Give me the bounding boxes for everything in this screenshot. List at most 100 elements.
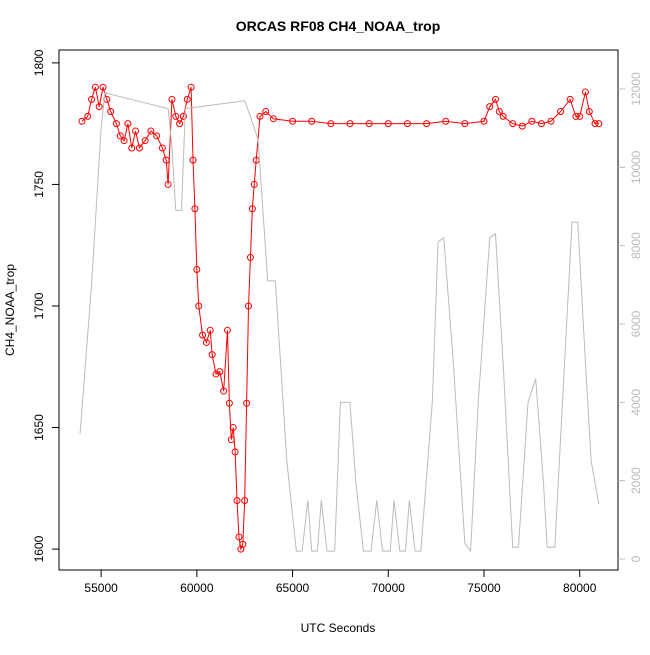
data-point bbox=[289, 117, 297, 125]
data-point bbox=[227, 436, 235, 444]
data-point bbox=[480, 117, 488, 125]
data-point bbox=[262, 108, 270, 116]
y2-tick-label: 4000 bbox=[629, 389, 643, 416]
data-point bbox=[223, 326, 231, 334]
data-point bbox=[116, 132, 124, 140]
data-point bbox=[189, 156, 197, 164]
data-point bbox=[124, 120, 132, 128]
x-tick-label: 60000 bbox=[180, 581, 214, 595]
data-point bbox=[88, 95, 96, 103]
data-point bbox=[208, 351, 216, 359]
y-tick-label: 1650 bbox=[32, 414, 46, 441]
x-axis-label: UTC Seconds bbox=[301, 621, 376, 635]
data-point bbox=[245, 302, 253, 310]
data-point bbox=[95, 103, 103, 111]
data-point bbox=[162, 156, 170, 164]
data-point bbox=[187, 83, 195, 91]
data-point bbox=[179, 112, 187, 120]
data-point bbox=[206, 326, 214, 334]
y-axis-label: CH4_NOAA_trop bbox=[3, 264, 17, 356]
data-point bbox=[256, 112, 264, 120]
data-point bbox=[153, 132, 161, 140]
data-point bbox=[107, 108, 115, 116]
data-point bbox=[572, 112, 580, 120]
data-point bbox=[591, 120, 599, 128]
data-point bbox=[346, 120, 354, 128]
data-point bbox=[229, 424, 237, 432]
data-point bbox=[403, 120, 411, 128]
data-point bbox=[509, 120, 517, 128]
data-point bbox=[537, 120, 545, 128]
data-point bbox=[491, 95, 499, 103]
y-tick-label: 1750 bbox=[32, 171, 46, 198]
data-point bbox=[147, 127, 155, 135]
data-point bbox=[585, 108, 593, 116]
data-point bbox=[566, 95, 574, 103]
data-point bbox=[158, 144, 166, 152]
data-point bbox=[241, 496, 249, 504]
data-point bbox=[91, 83, 99, 91]
data-point bbox=[176, 120, 184, 128]
data-point bbox=[486, 103, 494, 111]
data-point bbox=[120, 137, 128, 145]
data-point bbox=[235, 533, 243, 541]
data-point bbox=[225, 399, 233, 407]
data-point bbox=[168, 95, 176, 103]
data-point bbox=[132, 127, 140, 135]
series-line bbox=[81, 87, 599, 551]
data-point bbox=[246, 253, 254, 261]
data-point bbox=[164, 180, 172, 188]
x-tick-label: 65000 bbox=[276, 581, 310, 595]
data-point bbox=[269, 115, 277, 123]
data-point bbox=[547, 117, 555, 125]
data-point bbox=[135, 144, 143, 152]
data-point bbox=[183, 95, 191, 103]
data-point bbox=[231, 448, 239, 456]
data-point bbox=[461, 120, 469, 128]
data-point bbox=[233, 496, 241, 504]
y2-tick-label: 6000 bbox=[629, 310, 643, 337]
data-point bbox=[495, 108, 503, 116]
data-point bbox=[191, 205, 199, 213]
y2-tick-label: 2000 bbox=[629, 467, 643, 494]
data-point bbox=[220, 387, 228, 395]
data-point bbox=[327, 120, 335, 128]
series-line bbox=[79, 92, 600, 553]
y2-tick-label: 10000 bbox=[629, 150, 643, 184]
x-tick-label: 55000 bbox=[84, 581, 118, 595]
data-point bbox=[365, 120, 373, 128]
y2-tick-label: 8000 bbox=[629, 232, 643, 259]
data-point bbox=[528, 117, 536, 125]
data-point bbox=[78, 117, 86, 125]
plot-box bbox=[58, 49, 619, 571]
chart-title: ORCAS RF08 CH4_NOAA_trop bbox=[236, 18, 441, 34]
data-point bbox=[193, 266, 201, 274]
y2-tick-label: 12000 bbox=[629, 72, 643, 106]
data-point bbox=[195, 302, 203, 310]
data-point bbox=[112, 120, 120, 128]
data-point bbox=[423, 120, 431, 128]
x-tick-label: 75000 bbox=[467, 581, 501, 595]
x-tick-label: 80000 bbox=[563, 581, 597, 595]
data-point bbox=[595, 120, 603, 128]
data-point bbox=[384, 120, 392, 128]
data-point bbox=[250, 180, 258, 188]
data-point bbox=[202, 338, 210, 346]
data-point bbox=[499, 112, 507, 120]
y-tick-label: 1600 bbox=[32, 535, 46, 562]
y2-tick-label: 0 bbox=[629, 555, 643, 562]
x-tick-label: 70000 bbox=[372, 581, 406, 595]
data-point bbox=[308, 117, 316, 125]
data-point bbox=[216, 368, 224, 376]
y-tick-label: 1800 bbox=[32, 49, 46, 76]
data-point bbox=[248, 205, 256, 213]
data-point bbox=[128, 144, 136, 152]
y-tick-label: 1700 bbox=[32, 292, 46, 319]
data-point bbox=[557, 108, 565, 116]
data-point bbox=[141, 137, 149, 145]
data-point bbox=[243, 399, 251, 407]
data-point bbox=[581, 88, 589, 96]
data-point bbox=[442, 117, 450, 125]
data-point bbox=[99, 83, 107, 91]
